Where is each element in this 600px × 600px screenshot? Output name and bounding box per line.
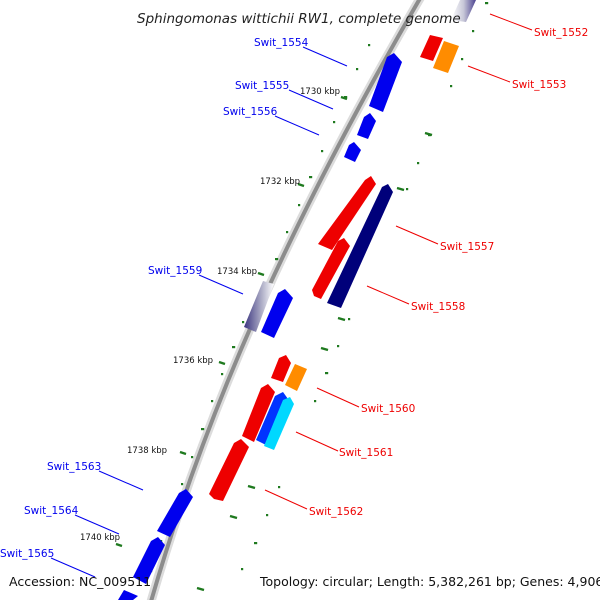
genome-title: Sphingomonas wittichii RW1, complete gen… bbox=[137, 11, 461, 27]
gene-link-swit-1559[interactable]: Swit_1559 bbox=[148, 265, 202, 277]
label-connectors-forward bbox=[50, 46, 348, 578]
gene-swit-1561-arrow-b bbox=[256, 392, 288, 446]
scale-label: 1734 kbp bbox=[217, 267, 257, 277]
kbp-scale-labels: 1730 kbp 1732 kbp 1734 kbp 1736 kbp 1738… bbox=[80, 87, 340, 543]
gene-swit-1555-arrow bbox=[357, 113, 376, 139]
gene-swit-1558-arrow bbox=[327, 184, 393, 308]
gene-swit-1563-arrow bbox=[157, 489, 193, 537]
gene-link-swit-1560[interactable]: Swit_1560 bbox=[361, 403, 415, 415]
gene-swit-1554-arrow bbox=[369, 53, 402, 112]
accession-text: Accession: NC_009511 bbox=[9, 574, 151, 589]
label-connectors-reverse bbox=[264, 13, 533, 510]
gene-link-swit-1562[interactable]: Swit_1562 bbox=[309, 506, 363, 518]
scale-label: 1736 kbp bbox=[173, 356, 213, 366]
gene-link-swit-1563[interactable]: Swit_1563 bbox=[47, 461, 101, 473]
scale-label: 1730 kbp bbox=[300, 87, 340, 97]
topology-text: Topology: circular; Length: 5,382,261 bp… bbox=[259, 574, 600, 589]
scale-label: 1732 kbp bbox=[260, 177, 300, 187]
gene-link-swit-1553[interactable]: Swit_1553 bbox=[512, 79, 566, 91]
gene-swit-1564-arrow bbox=[133, 537, 165, 584]
gene-link-swit-1564[interactable]: Swit_1564 bbox=[24, 505, 79, 517]
gene-top-cut-arrow bbox=[451, 0, 476, 22]
gene-link-swit-1558[interactable]: Swit_1558 bbox=[411, 301, 465, 313]
gene-swit-1556-arrow bbox=[344, 142, 361, 162]
genes-forward-strand bbox=[118, 0, 476, 600]
gene-swit-1559-arrow-b bbox=[261, 289, 293, 338]
gene-link-swit-1565[interactable]: Swit_1565 bbox=[0, 548, 54, 560]
gene-link-swit-1554[interactable]: Swit_1554 bbox=[254, 37, 309, 49]
gene-link-swit-1561[interactable]: Swit_1561 bbox=[339, 447, 393, 459]
gene-swit-1559-arrow-a bbox=[244, 281, 274, 332]
kbp-tick-marks bbox=[115, 95, 433, 592]
gene-swit-1560-arrow-a bbox=[271, 355, 291, 382]
gene-labels-forward: Swit_1554 Swit_1555 Swit_1556 Swit_1559 … bbox=[0, 37, 309, 560]
gene-swit-1553-arrow bbox=[433, 41, 459, 73]
gene-link-swit-1555[interactable]: Swit_1555 bbox=[235, 80, 289, 92]
gene-swit-1561-arrow-c bbox=[264, 397, 294, 450]
scale-label: 1740 kbp bbox=[80, 533, 120, 543]
scale-label: 1738 kbp bbox=[127, 446, 167, 456]
gene-swit-1561-arrow-a bbox=[242, 384, 275, 442]
gene-swit-1562-arrow bbox=[209, 439, 249, 501]
gene-link-swit-1557[interactable]: Swit_1557 bbox=[440, 241, 494, 253]
gene-swit-1560-arrow-b bbox=[285, 364, 307, 391]
genes-reverse-strand bbox=[209, 35, 459, 501]
gene-swit-1552-arrow bbox=[420, 35, 443, 61]
gene-link-swit-1556[interactable]: Swit_1556 bbox=[223, 106, 278, 118]
gene-link-swit-1552[interactable]: Swit_1552 bbox=[534, 27, 588, 39]
gene-swit-1557-arrow bbox=[318, 176, 376, 250]
gene-swit-1565-arrow bbox=[118, 590, 138, 600]
gene-labels-reverse: Swit_1552 Swit_1553 Swit_1557 Swit_1558 … bbox=[309, 27, 588, 518]
gene-swit-1557-arrow-b bbox=[312, 238, 350, 299]
